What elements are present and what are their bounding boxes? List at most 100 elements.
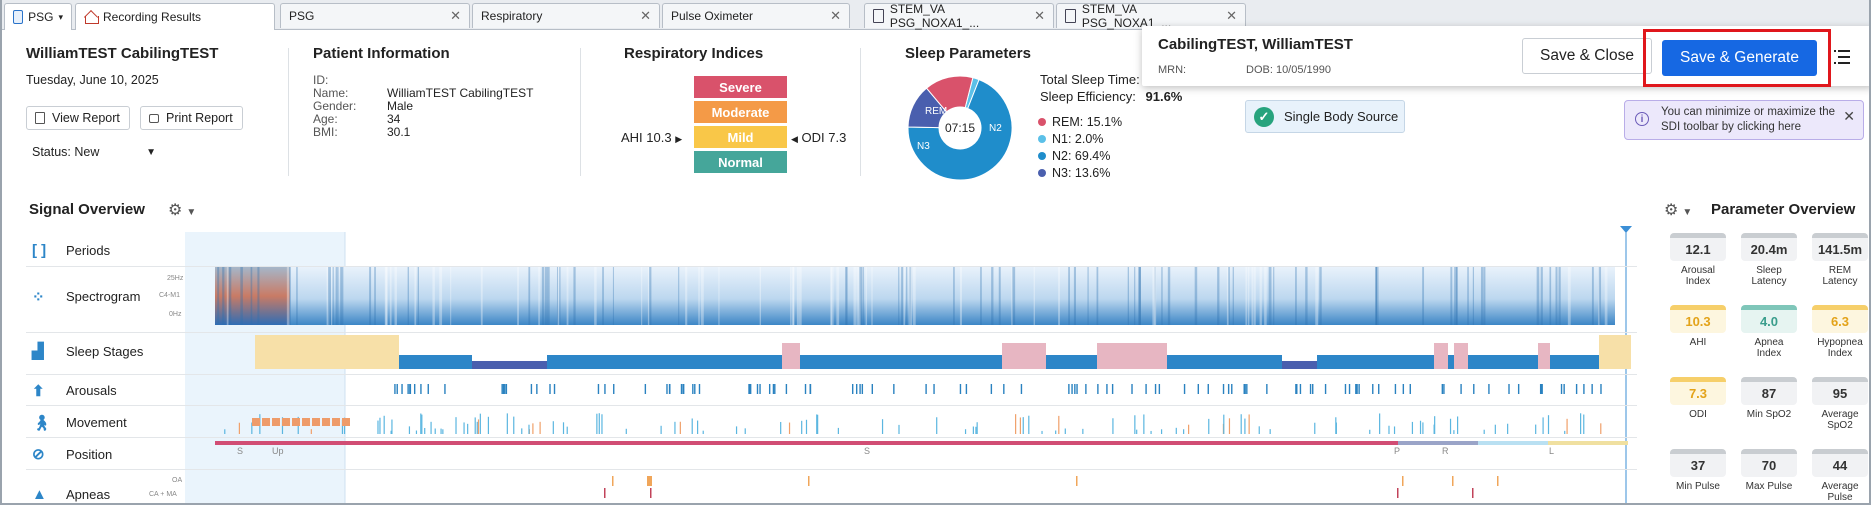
close-icon[interactable]: ✕: [830, 8, 841, 23]
tab-stem-2[interactable]: STEM_VA PSG_NOXA1_... ✕: [1056, 2, 1246, 30]
parameter-card[interactable]: 10.3 AHI: [1670, 305, 1726, 348]
arousal-tick: [1517, 384, 1520, 394]
sleep-stage-block: [782, 343, 800, 369]
close-icon[interactable]: ✕: [450, 8, 461, 23]
parameter-card[interactable]: 70 Max Pulse: [1741, 449, 1797, 492]
spectrogram-streak: [612, 267, 614, 325]
arousal-tick: [851, 384, 854, 394]
parameter-card[interactable]: 141.5m REM Latency: [1812, 233, 1868, 287]
spectrogram-streak: [859, 267, 863, 325]
sdi-toolbar-tooltip: i You can minimize or maximize the SDI t…: [1624, 100, 1864, 140]
spectrogram-streak: [389, 267, 392, 325]
arousal-tick: [420, 384, 422, 394]
close-icon[interactable]: ✕: [640, 8, 651, 23]
movement-spike: [434, 428, 436, 434]
print-report-button[interactable]: Print Report: [140, 106, 243, 130]
single-body-source-badge[interactable]: ✓ Single Body Source: [1245, 100, 1405, 133]
arousal-tick: [1441, 384, 1444, 394]
view-report-button[interactable]: View Report: [26, 106, 130, 130]
save-close-button[interactable]: Save & Close: [1522, 38, 1652, 74]
spectrogram-streak: [1087, 267, 1089, 325]
parameter-card[interactable]: 12.1 Arousal Index: [1670, 233, 1726, 287]
spectrogram-streak: [559, 267, 561, 325]
brackets-icon: [ ]: [32, 242, 47, 259]
movement-spike: [744, 428, 746, 434]
save-generate-button[interactable]: Save & Generate: [1662, 40, 1817, 76]
position-label: S: [864, 446, 871, 456]
spectrogram-streak: [845, 267, 848, 325]
spectrogram-streak: [335, 267, 337, 325]
total-sleep-label: Total Sleep Time:: [1040, 72, 1140, 87]
movement-spike: [415, 430, 418, 434]
spectrogram-streak: [557, 267, 560, 325]
parameter-label: Average SpO2: [1821, 409, 1859, 431]
spectrogram-streak: [901, 267, 904, 325]
signal-settings[interactable]: ⚙ ▼: [168, 200, 196, 220]
movement-spike: [440, 428, 442, 434]
movement-spike: [1269, 429, 1271, 434]
tab-psg[interactable]: PSG ✕: [280, 3, 470, 28]
arousal-tick: [1600, 384, 1602, 394]
tab-recording-results[interactable]: Recording Results: [75, 3, 275, 30]
parameter-settings[interactable]: ⚙ ▼: [1664, 200, 1692, 220]
arousal-tick: [1378, 384, 1380, 394]
tab-respiratory[interactable]: Respiratory ✕: [472, 3, 660, 28]
parameter-card[interactable]: 4.0 Apnea Index: [1741, 305, 1797, 359]
parameter-card[interactable]: 6.3 Hypopnea Index: [1812, 305, 1868, 359]
movement-spike: [463, 422, 465, 434]
row-label-movement: Movement: [66, 415, 127, 430]
arousal-tick: [1197, 384, 1200, 394]
home-icon: [84, 11, 99, 24]
parameter-card[interactable]: 7.3 ODI: [1670, 377, 1726, 420]
arousal-tick: [893, 384, 895, 394]
chevron-down-icon[interactable]: ▾: [58, 11, 63, 22]
arousal-tick: [666, 384, 668, 394]
movement-spike: [390, 430, 392, 434]
spectrogram-streak: [414, 267, 417, 325]
close-icon[interactable]: ✕: [1226, 8, 1237, 23]
status-dropdown[interactable]: Status: New ▼: [26, 142, 156, 162]
spectrogram-streak: [286, 267, 290, 325]
ahi-marker: AHI 10.3 ▶: [621, 130, 683, 145]
parameter-card[interactable]: 44 Average Pulse: [1812, 449, 1868, 503]
arousal-tick: [1231, 384, 1233, 394]
parameter-label: Min SpO2: [1746, 409, 1792, 420]
arousal-tick: [772, 384, 775, 394]
spectrogram-streak: [594, 267, 597, 325]
movement-spike: [817, 414, 819, 434]
movement-block: [292, 418, 300, 426]
arousal-tick: [413, 384, 416, 394]
close-icon[interactable]: ✕: [1843, 108, 1855, 124]
arousal-tick: [504, 384, 506, 394]
movement-spike: [596, 413, 598, 434]
row-divider: [26, 405, 1637, 406]
app-icon: [13, 10, 24, 24]
spectrogram-streak: [698, 267, 700, 325]
tab-psg-app[interactable]: PSG ▾: [4, 3, 72, 30]
parameter-card[interactable]: 37 Min Pulse: [1670, 449, 1726, 492]
spectrogram-streak: [1152, 267, 1156, 325]
compass-icon: ⊘: [32, 446, 45, 463]
toolbar-toggle-icon[interactable]: [1834, 50, 1850, 64]
parameter-card[interactable]: 20.4m Sleep Latency: [1741, 233, 1797, 287]
arousal-tick: [1591, 384, 1593, 394]
tab-stem-1[interactable]: STEM_VA PSG_NOXA1_... ✕: [864, 2, 1054, 30]
movement-spike: [674, 421, 676, 434]
position-label: Up: [272, 446, 284, 456]
spectrogram-streak: [257, 267, 260, 325]
close-icon[interactable]: ✕: [1034, 8, 1045, 23]
movement-spike: [455, 417, 457, 434]
movement-spike: [1542, 417, 1544, 434]
parameter-card[interactable]: 87 Min SpO2: [1741, 377, 1797, 420]
parameter-card[interactable]: 95 Average SpO2: [1812, 377, 1868, 431]
arousal-tick: [536, 384, 538, 394]
tab-pulse-oximeter[interactable]: Pulse Oximeter ✕: [662, 3, 850, 28]
arousal-tick: [1460, 384, 1462, 394]
movement-spike: [310, 429, 312, 434]
parameter-label: Average Pulse: [1821, 481, 1859, 503]
movement-spike: [1055, 430, 1057, 434]
movement-spike: [1483, 429, 1485, 434]
spectrogram-streak: [326, 267, 330, 325]
slice-label-n2: N2: [989, 123, 1002, 134]
spectro-tick-top: 25Hz: [167, 275, 184, 282]
